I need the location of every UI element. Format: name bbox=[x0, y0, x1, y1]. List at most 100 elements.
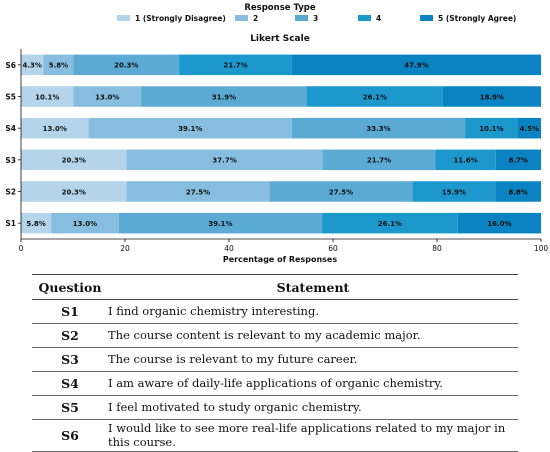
bar-segment bbox=[73, 54, 180, 76]
bar-value-label: 47.9% bbox=[404, 62, 428, 70]
legend-label: 1 (Strongly Disagree) bbox=[135, 14, 226, 23]
bar-value-label: 13.0% bbox=[95, 93, 119, 101]
x-tick-label: 80 bbox=[432, 244, 442, 253]
statement-text: I feel motivated to study organic chemis… bbox=[108, 395, 518, 420]
bar-segment bbox=[517, 117, 541, 139]
bar-value-label: 37.7% bbox=[212, 157, 236, 165]
bar-segment bbox=[495, 149, 541, 171]
bar-segment bbox=[73, 86, 142, 107]
bar-value-label: 21.7% bbox=[223, 62, 247, 70]
table-row: S4 I am aware of daily-life applications… bbox=[32, 371, 518, 396]
y-tick-label: S2 bbox=[5, 188, 16, 197]
x-tick-label: 0 bbox=[19, 244, 24, 253]
bar-segment bbox=[88, 117, 292, 139]
bar-segment bbox=[179, 54, 292, 76]
bar-value-label: 4.3% bbox=[22, 62, 41, 70]
bars: 5.8% 13.0% 39.1% 26.1% 16.0% 20.3% 27.5% 27.5% 1… bbox=[21, 54, 541, 234]
x-tick-label: 100 bbox=[534, 244, 549, 253]
legend: 1 (Strongly Disagree) 2 3 4 5 (Strongly Agre… bbox=[117, 14, 516, 23]
table-row: S2 The course content is relevant to my … bbox=[32, 323, 518, 348]
statement-text: The course content is relevant to my aca… bbox=[108, 323, 518, 348]
legend-item: 4 bbox=[358, 14, 381, 23]
legend-item: 2 bbox=[235, 14, 258, 23]
legend-label: 4 bbox=[376, 14, 381, 23]
bar-segment bbox=[435, 149, 496, 171]
question-id: S6 bbox=[32, 419, 108, 452]
question-id: S1 bbox=[32, 299, 108, 324]
bar-segment bbox=[141, 86, 307, 107]
bar-segment bbox=[457, 212, 541, 234]
statement-text: I am aware of daily-life applications of… bbox=[108, 371, 518, 396]
legend-swatch bbox=[117, 15, 130, 21]
bar-segment bbox=[291, 54, 541, 76]
legend-label: 3 bbox=[313, 14, 318, 23]
bar-value-label: 10.1% bbox=[35, 93, 59, 101]
bar-value-label: 11.6% bbox=[453, 157, 477, 165]
bar-value-label: 27.5% bbox=[186, 188, 210, 196]
bar-value-label: 26.1% bbox=[378, 220, 402, 228]
bar-value-label: 20.3% bbox=[62, 188, 86, 196]
y-tick-label: S4 bbox=[5, 124, 16, 133]
bar-segment bbox=[51, 212, 119, 234]
bar-segment bbox=[307, 86, 443, 107]
statement-text: I would like to see more real-life appli… bbox=[108, 419, 518, 452]
y-tick-label: S1 bbox=[5, 219, 16, 228]
question-id: S4 bbox=[32, 371, 108, 396]
legend-label: 2 bbox=[253, 14, 258, 23]
bar-segment bbox=[465, 117, 518, 139]
bar-value-label: 4.5% bbox=[520, 125, 539, 133]
bar-value-label: 31.9% bbox=[212, 93, 236, 101]
bar-value-label: 33.3% bbox=[366, 125, 390, 133]
bar-value-label: 20.3% bbox=[62, 157, 86, 165]
y-tick-label: S5 bbox=[5, 93, 16, 102]
bar-value-label: 15.9% bbox=[442, 188, 466, 196]
table-header-row: Question Statement bbox=[32, 274, 518, 300]
bar-value-label: 18.9% bbox=[480, 93, 504, 101]
table-row: S3 The course is relevant to my future c… bbox=[32, 347, 518, 372]
axes: 0 20 40 60 80 100 S1 S2 S3 S4 S5 S6 bbox=[5, 49, 548, 253]
question-column-header: Question bbox=[32, 274, 108, 300]
x-axis-label: Percentage of Responses bbox=[223, 255, 337, 264]
bar-segment bbox=[322, 212, 458, 234]
bar-segment bbox=[322, 149, 436, 171]
question-id: S3 bbox=[32, 347, 108, 372]
y-tick-label: S3 bbox=[5, 156, 16, 165]
table-row: S6 I would like to see more real-life ap… bbox=[32, 419, 518, 452]
question-id: S2 bbox=[32, 323, 108, 348]
bar-segment bbox=[21, 149, 127, 171]
bar-segment bbox=[21, 117, 89, 139]
statements-table: Question Statement S1 I find organic che… bbox=[32, 274, 518, 452]
bar-segment bbox=[118, 212, 323, 234]
bar-segment bbox=[495, 181, 541, 202]
legend-swatch bbox=[420, 15, 433, 21]
bar-segment bbox=[291, 117, 466, 139]
bar-value-label: 21.7% bbox=[367, 157, 391, 165]
bar-value-label: 39.1% bbox=[208, 220, 232, 228]
bar-segment bbox=[21, 181, 127, 202]
bar-segment bbox=[21, 86, 74, 107]
bar-value-label: 13.0% bbox=[73, 220, 97, 228]
x-tick-label: 60 bbox=[328, 244, 338, 253]
legend-swatch bbox=[358, 15, 371, 21]
bar-segment bbox=[21, 54, 44, 76]
bar-segment bbox=[412, 181, 496, 202]
bar-value-label: 39.1% bbox=[178, 125, 202, 133]
y-tick-label: S6 bbox=[5, 61, 16, 70]
bar-value-label: 26.1% bbox=[363, 93, 387, 101]
bar-segment bbox=[126, 181, 270, 202]
x-tick-label: 20 bbox=[120, 244, 130, 253]
legend-swatch bbox=[235, 15, 248, 21]
table-row: S1 I find organic chemistry interesting. bbox=[32, 299, 518, 324]
legend-item: 3 bbox=[295, 14, 318, 23]
chart-title: Likert Scale bbox=[250, 34, 310, 44]
legend-item: 1 (Strongly Disagree) bbox=[117, 14, 226, 23]
bar-value-label: 5.8% bbox=[49, 62, 68, 70]
statement-text: The course is relevant to my future care… bbox=[108, 347, 518, 372]
question-id: S5 bbox=[32, 395, 108, 420]
likert-chart: Response Type 1 (Strongly Disagree) 2 3 4 5 … bbox=[5, 3, 548, 264]
legend-swatch bbox=[295, 15, 308, 21]
bar-value-label: 8.7% bbox=[509, 157, 528, 165]
bar-segment bbox=[442, 86, 541, 107]
table-row: S5 I feel motivated to study organic che… bbox=[32, 395, 518, 420]
bar-segment bbox=[43, 54, 74, 76]
